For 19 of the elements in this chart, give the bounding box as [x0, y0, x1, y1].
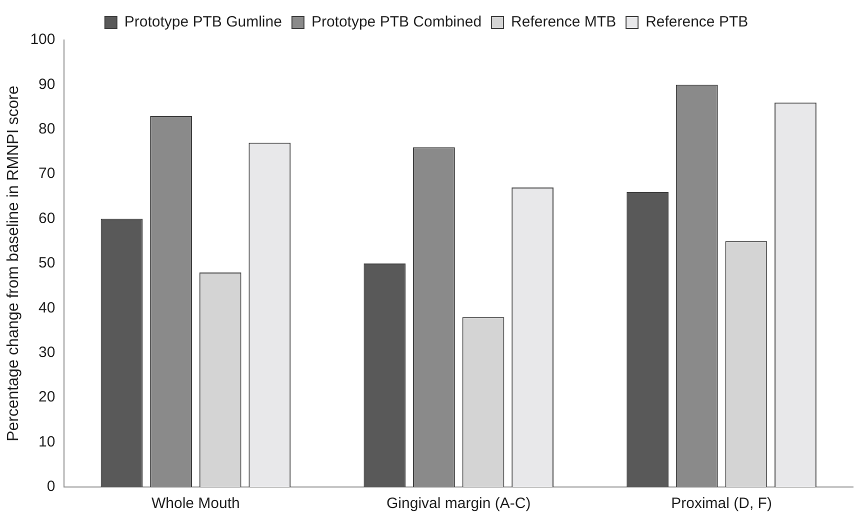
x-tick-label: Proximal (D, F)	[671, 495, 772, 512]
legend-label: Prototype PTB Combined	[311, 14, 482, 31]
x-tick-label: Gingival margin (A-C)	[386, 495, 531, 512]
y-tick-label: 10	[38, 433, 56, 450]
y-tick-label: 30	[38, 344, 56, 362]
y-tick-label: 20	[38, 388, 56, 406]
y-tick-label: 40	[38, 299, 56, 316]
y-tick-label: 100	[30, 31, 56, 48]
y-tick-label: 60	[38, 210, 56, 227]
legend-label: Reference PTB	[646, 14, 748, 31]
x-tick-label: Whole Mouth	[152, 495, 240, 512]
y-tick-label: 80	[38, 120, 56, 138]
y-tick-label: 90	[38, 76, 56, 93]
y-tick-label: 70	[38, 165, 56, 182]
legend-label: Prototype PTB Gumline	[124, 14, 282, 31]
y-tick-label: 0	[46, 478, 56, 496]
legend-label: Reference MTB	[511, 14, 616, 31]
y-tick-label: 50	[38, 254, 56, 272]
y-axis-title: Percentage change from baseline in RMNPI score	[5, 86, 22, 442]
